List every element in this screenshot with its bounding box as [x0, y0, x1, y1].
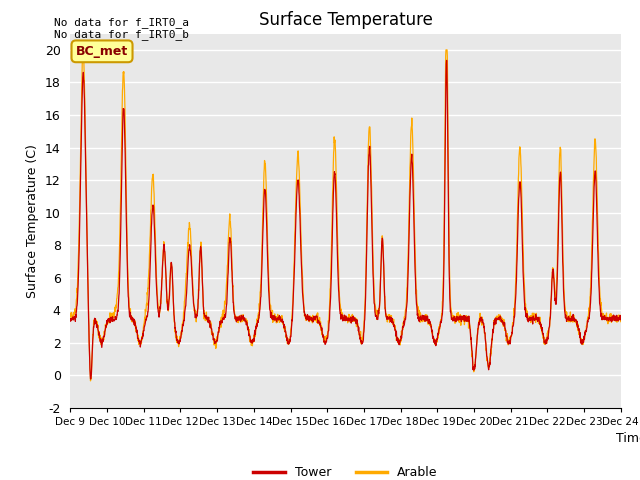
- Text: No data for f_IRT0_a: No data for f_IRT0_a: [54, 17, 189, 28]
- Y-axis label: Surface Temperature (C): Surface Temperature (C): [26, 144, 39, 298]
- X-axis label: Time: Time: [616, 432, 640, 445]
- Title: Surface Temperature: Surface Temperature: [259, 11, 433, 29]
- Legend: Tower, Arable: Tower, Arable: [248, 461, 443, 480]
- Text: BC_met: BC_met: [76, 45, 128, 58]
- Text: No data for f_IRT0_b: No data for f_IRT0_b: [54, 29, 189, 40]
